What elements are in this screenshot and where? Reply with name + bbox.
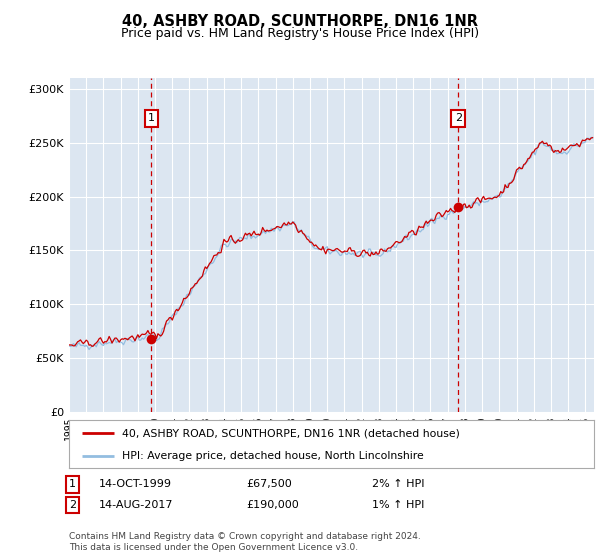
Text: 2: 2 (455, 113, 462, 123)
Text: 1: 1 (148, 113, 155, 123)
Text: 1: 1 (69, 479, 76, 489)
Text: 14-AUG-2017: 14-AUG-2017 (99, 500, 173, 510)
Text: HPI: Average price, detached house, North Lincolnshire: HPI: Average price, detached house, Nort… (121, 451, 423, 461)
Text: Contains HM Land Registry data © Crown copyright and database right 2024.
This d: Contains HM Land Registry data © Crown c… (69, 532, 421, 552)
Text: 40, ASHBY ROAD, SCUNTHORPE, DN16 1NR (detached house): 40, ASHBY ROAD, SCUNTHORPE, DN16 1NR (de… (121, 428, 460, 438)
Text: Price paid vs. HM Land Registry's House Price Index (HPI): Price paid vs. HM Land Registry's House … (121, 27, 479, 40)
Text: £67,500: £67,500 (246, 479, 292, 489)
Text: 14-OCT-1999: 14-OCT-1999 (99, 479, 172, 489)
Text: 2: 2 (69, 500, 76, 510)
Text: 1% ↑ HPI: 1% ↑ HPI (372, 500, 424, 510)
Text: 40, ASHBY ROAD, SCUNTHORPE, DN16 1NR: 40, ASHBY ROAD, SCUNTHORPE, DN16 1NR (122, 14, 478, 29)
Text: £190,000: £190,000 (246, 500, 299, 510)
Text: 2% ↑ HPI: 2% ↑ HPI (372, 479, 425, 489)
